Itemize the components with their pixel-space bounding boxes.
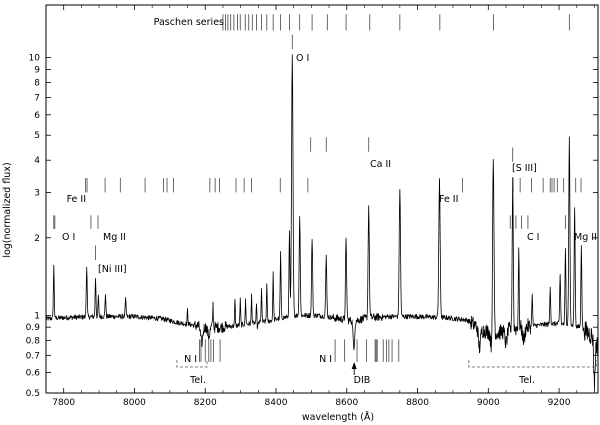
y-tick-label: 0.8 xyxy=(26,336,41,346)
y-tick-label: 0.6 xyxy=(26,369,41,379)
label-mg2-left: Mg II xyxy=(103,232,126,243)
x-axis-label: wavelength (Å) xyxy=(302,411,374,423)
label-mg2-right: Mg II xyxy=(574,232,597,243)
y-tick-label: 8 xyxy=(34,79,40,89)
y-tick-label: 10 xyxy=(29,54,41,64)
plot-frame xyxy=(45,4,599,394)
dib-arrow-head xyxy=(351,362,357,369)
label-ca2: Ca II xyxy=(370,159,391,170)
spectrum-series xyxy=(45,54,599,391)
label-dib: DIB xyxy=(354,375,371,386)
x-tick-label: 8000 xyxy=(123,398,146,408)
x-tick-label: 9000 xyxy=(477,398,500,408)
label-o1-top: O I xyxy=(296,53,309,64)
label-tel-1: Tel. xyxy=(189,375,206,386)
y-tick-label: 4 xyxy=(34,156,40,166)
telluric-bracket-1 xyxy=(176,360,208,368)
x-tick-label: 9200 xyxy=(548,398,571,408)
x-tick-label: 8200 xyxy=(194,398,217,408)
label-tel-2: Tel. xyxy=(518,375,535,386)
line-markers xyxy=(53,14,582,362)
label-ni3: [Ni III] xyxy=(98,264,127,275)
y-tick-label: 6 xyxy=(34,111,40,121)
y-tick-label: 2 xyxy=(34,234,40,244)
y-tick-label: 1 xyxy=(34,311,40,321)
label-fe2-mid: Fe II xyxy=(439,194,458,205)
y-tick-label: 3 xyxy=(34,188,40,198)
y-tick-label: 0.9 xyxy=(26,323,41,333)
x-tick-label: 8800 xyxy=(406,398,429,408)
x-tick-label: 7800 xyxy=(52,398,75,408)
label-c1: C I xyxy=(527,232,539,243)
telluric-bracket-2 xyxy=(468,360,597,368)
y-tick-label: 7 xyxy=(34,94,40,104)
spectrum-line xyxy=(45,54,599,391)
label-fe2-left: Fe II xyxy=(67,194,86,205)
label-s3: [S III] xyxy=(512,163,537,174)
axes xyxy=(45,4,599,394)
ticks: 7800 8000 8200 8400 8600 8800 9000 9200 0.5 0.6 0.… xyxy=(26,5,598,408)
annotations xyxy=(176,360,597,375)
y-axis-label: log(normalized flux) xyxy=(2,162,13,257)
y-tick-label: 5 xyxy=(34,131,40,141)
x-tick-label: 8600 xyxy=(335,398,358,408)
y-tick-label: 0.5 xyxy=(26,389,40,399)
y-tick-label: 9 xyxy=(34,65,40,75)
label-n1-left: N I xyxy=(184,354,197,365)
label-paschen-series: Paschen series xyxy=(154,17,224,28)
y-tick-label: 0.7 xyxy=(26,351,40,361)
label-n1-mid: N I xyxy=(319,354,332,365)
label-o1-low: O I xyxy=(62,232,75,243)
x-tick-label: 8400 xyxy=(265,398,288,408)
